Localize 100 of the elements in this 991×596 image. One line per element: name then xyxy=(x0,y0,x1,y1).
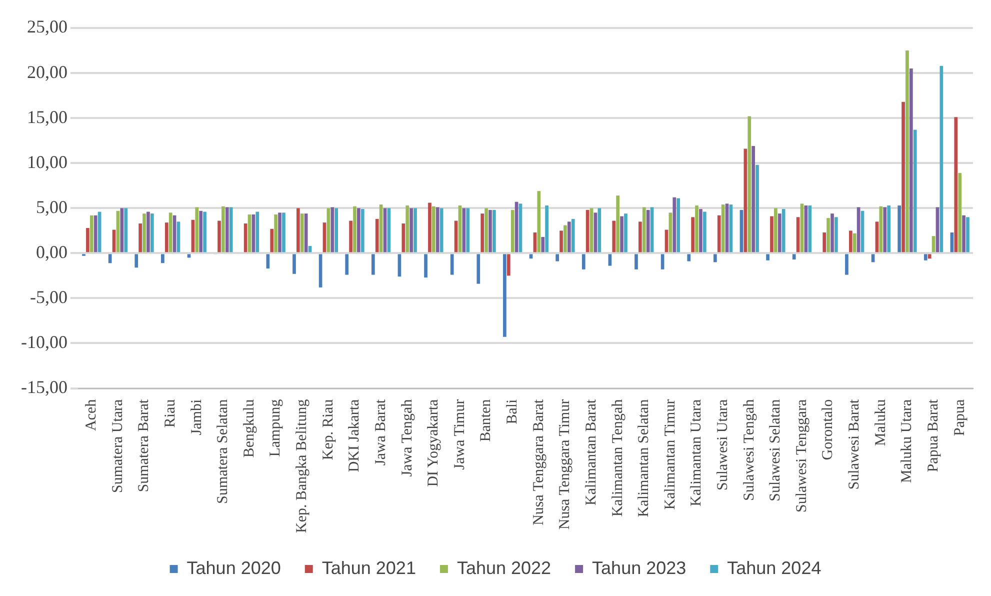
bar xyxy=(480,214,484,252)
bar xyxy=(510,210,514,252)
x-tick-label: Sulawesi Utara xyxy=(715,398,731,491)
legend-label: Tahun 2022 xyxy=(456,558,552,578)
bar xyxy=(624,214,628,252)
bar xyxy=(146,212,150,252)
bar xyxy=(406,205,410,252)
bar xyxy=(218,220,221,252)
bar xyxy=(360,209,364,252)
x-tick-label: Jawa Tengah xyxy=(399,398,416,477)
bar xyxy=(349,220,352,252)
legend-label: Tahun 2023 xyxy=(592,558,686,578)
x-tick-label: Aceh xyxy=(84,398,100,431)
bar xyxy=(748,116,752,252)
bar xyxy=(620,216,624,252)
bar xyxy=(660,254,664,270)
bar xyxy=(150,214,154,252)
y-tick-label: 0,00 xyxy=(36,242,68,262)
x-tick-label: Sulawesi Barat xyxy=(846,398,863,490)
bar xyxy=(560,230,563,252)
bar xyxy=(913,130,917,252)
bar xyxy=(887,205,890,252)
y-tick-label: 25,00 xyxy=(26,16,68,37)
bar xyxy=(357,208,360,252)
x-tick-label: Riau xyxy=(162,398,179,428)
bar xyxy=(699,209,702,252)
x-tick-label: DI Yogyakarta xyxy=(426,398,442,487)
x-tick-label: Papua xyxy=(952,398,968,436)
x-tick-label: Papua Barat xyxy=(925,398,942,472)
bar xyxy=(134,254,138,268)
bar xyxy=(161,254,164,264)
bar xyxy=(436,207,440,252)
bar xyxy=(229,207,233,252)
bar xyxy=(928,254,932,259)
bar xyxy=(770,216,774,252)
bar xyxy=(616,196,620,252)
bar xyxy=(270,228,274,252)
x-tick-label: Maluku xyxy=(872,398,889,446)
bar xyxy=(845,254,848,275)
bar xyxy=(571,218,575,252)
x-tick-label: Kalimantan Tengah xyxy=(610,398,626,517)
y-tick-label: 15,00 xyxy=(26,106,68,127)
bar xyxy=(695,205,698,252)
bar xyxy=(476,254,480,284)
bar xyxy=(808,205,812,252)
bar xyxy=(164,222,168,252)
bar xyxy=(410,208,413,252)
bar xyxy=(879,206,883,252)
bar xyxy=(225,207,229,252)
bar xyxy=(450,254,454,275)
bar xyxy=(545,205,548,252)
bar xyxy=(848,230,852,252)
bar xyxy=(432,206,436,252)
x-tick-label: Jambi xyxy=(188,399,205,436)
x-tick-label: Sulawesi Tenggara xyxy=(794,398,810,513)
bar xyxy=(199,210,203,252)
bar xyxy=(414,208,417,252)
bar xyxy=(203,212,206,252)
bar xyxy=(168,212,172,252)
bar xyxy=(488,210,492,252)
bar xyxy=(898,205,902,252)
bar xyxy=(353,206,356,252)
legend-label: Tahun 2020 xyxy=(186,558,281,578)
x-tick-label: DKI Jakarta xyxy=(346,398,363,472)
x-tick-label: Jawa Barat xyxy=(372,398,389,466)
bar xyxy=(375,218,379,252)
x-tick-label: Gorontalo xyxy=(820,399,836,460)
x-tick-label: Sumatera Barat xyxy=(136,398,152,492)
x-tick-label: Bali xyxy=(504,399,521,424)
bar xyxy=(318,254,322,288)
x-tick-label: Maluku Utara xyxy=(899,398,916,484)
bar xyxy=(124,208,128,252)
x-tick-label: Sulawesi Tengah xyxy=(741,398,758,501)
bar xyxy=(195,207,199,252)
bar xyxy=(582,254,586,270)
bar xyxy=(958,173,962,252)
y-tick-label: -15,00 xyxy=(20,377,68,398)
bar xyxy=(822,232,826,252)
bar xyxy=(300,214,304,252)
y-tick-label: 5,00 xyxy=(36,196,68,217)
bar xyxy=(222,206,225,252)
bar xyxy=(687,254,691,262)
x-tick-label: Kalimantan Selatan xyxy=(636,398,652,518)
y-tick-label: -5,00 xyxy=(30,286,68,307)
bar xyxy=(954,117,958,252)
bar xyxy=(774,208,778,252)
x-tick-label: Jawa Timur xyxy=(452,399,468,470)
y-tick-label: 10,00 xyxy=(26,152,68,172)
bar xyxy=(462,208,466,252)
x-tick-label: Kalimantan Timur xyxy=(662,399,678,510)
bar xyxy=(567,222,571,252)
bar xyxy=(537,191,541,252)
bar xyxy=(634,254,638,270)
bar xyxy=(852,233,856,252)
bar xyxy=(541,236,545,252)
bar xyxy=(424,254,428,278)
bar xyxy=(966,217,970,252)
bar xyxy=(564,225,567,252)
bar xyxy=(642,207,646,252)
bar xyxy=(296,208,300,252)
